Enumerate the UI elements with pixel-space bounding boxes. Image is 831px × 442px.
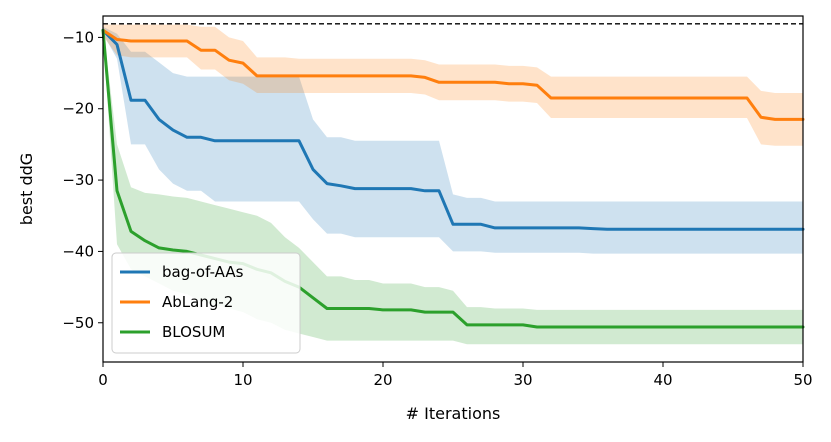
band-ablang-2 xyxy=(103,24,803,146)
x-tick-label: 10 xyxy=(233,371,252,389)
x-tick-label: 0 xyxy=(98,371,108,389)
y-axis-label: best ddG xyxy=(17,153,36,225)
legend-item-blosum: BLOSUM xyxy=(120,323,225,341)
y-axis-ticks: −10 −20 −30 −40 −50 xyxy=(62,28,103,332)
y-tick-label: −40 xyxy=(62,242,94,260)
legend-label: bag-of-AAs xyxy=(162,263,244,281)
x-tick-label: 20 xyxy=(373,371,392,389)
x-tick-label: 30 xyxy=(513,371,532,389)
legend: bag-of-AAs AbLang-2 BLOSUM xyxy=(111,252,301,354)
y-tick-label: −50 xyxy=(62,314,94,332)
legend-item-bag-of-aas: bag-of-AAs xyxy=(120,263,244,281)
x-axis-ticks: 0 10 20 30 40 50 xyxy=(98,362,813,389)
x-tick-label: 50 xyxy=(793,371,812,389)
x-tick-label: 40 xyxy=(653,371,672,389)
legend-item-ablang-2: AbLang-2 xyxy=(120,293,233,311)
legend-box xyxy=(111,252,301,354)
legend-label: BLOSUM xyxy=(162,323,225,341)
legend-label: AbLang-2 xyxy=(162,293,233,311)
y-tick-label: −10 xyxy=(62,28,94,46)
band-bag-of-aas xyxy=(103,26,803,254)
y-tick-label: −20 xyxy=(62,100,94,118)
plot-frame xyxy=(102,15,804,363)
x-axis-label: # Iterations xyxy=(406,404,501,423)
series-line-ablang-2 xyxy=(101,28,805,121)
y-tick-label: −30 xyxy=(62,171,94,189)
series-line-bag-of-aas xyxy=(101,28,805,231)
